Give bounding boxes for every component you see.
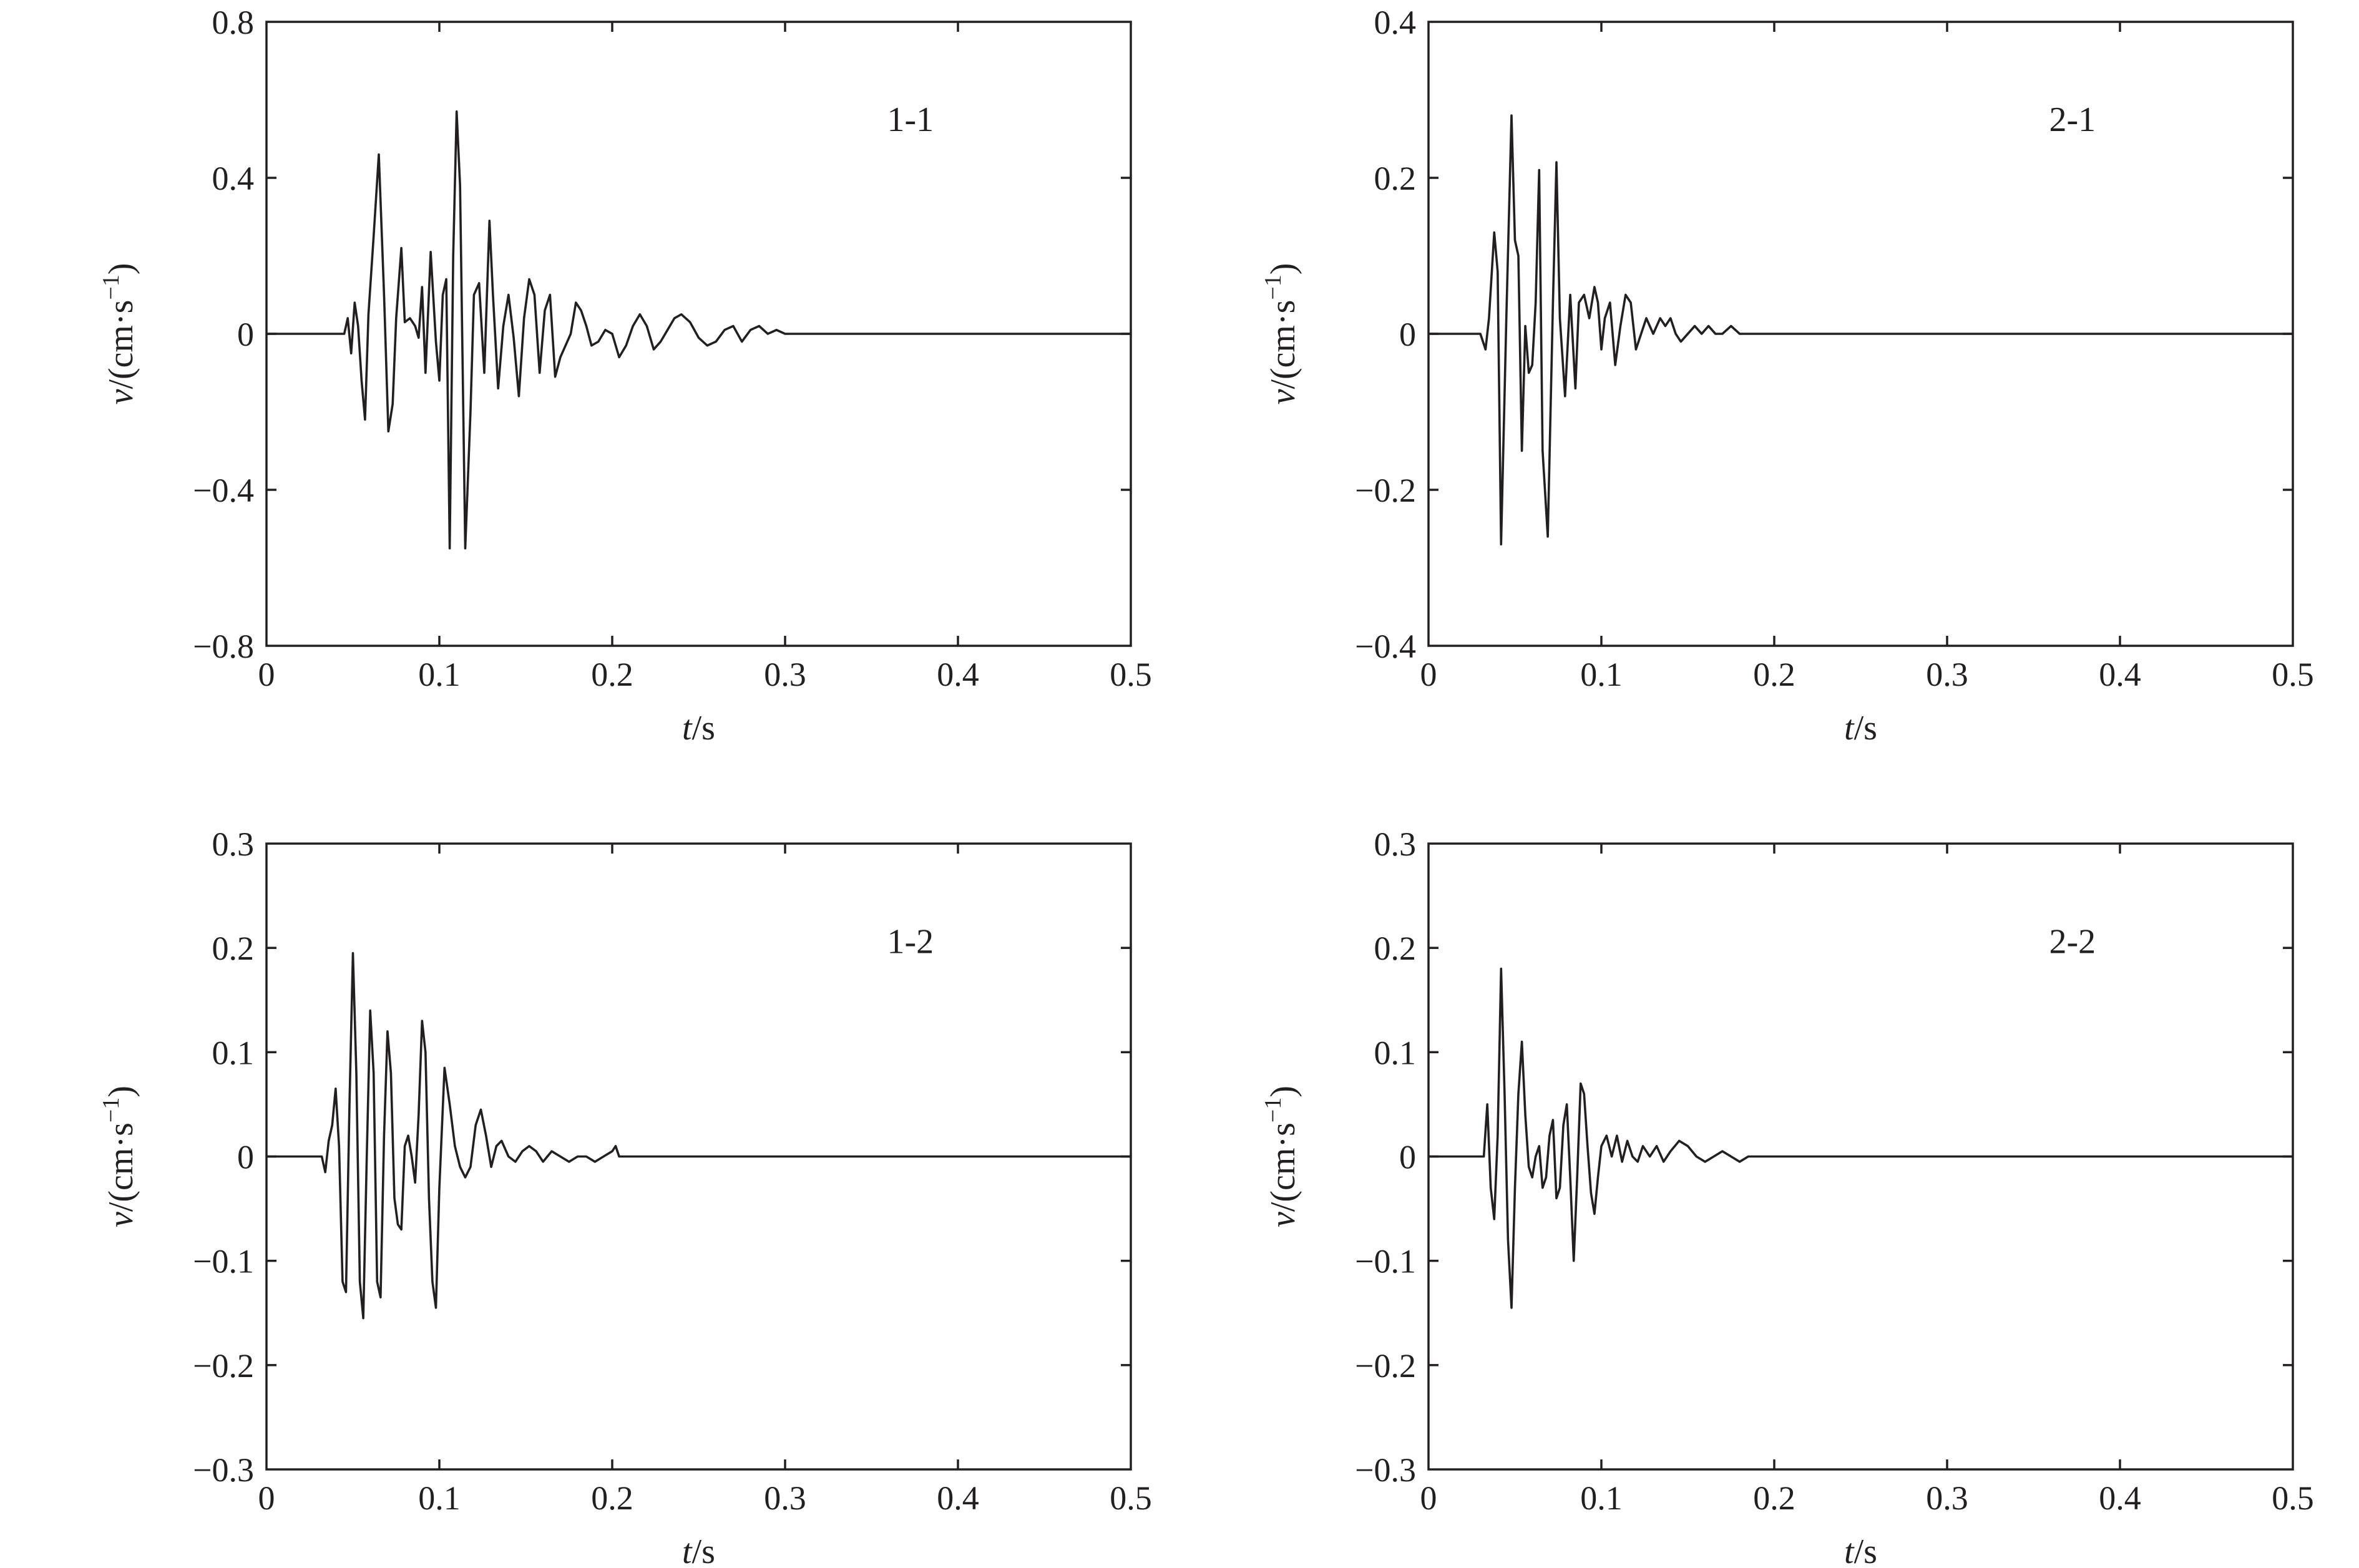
x-axis-unit: /s — [1854, 1532, 1877, 1568]
y-tick-label: −0.3 — [193, 1451, 254, 1489]
y-axis-title: v/(cm·s−1) — [98, 1086, 140, 1227]
x-tick-label: 0.3 — [1926, 656, 1968, 693]
x-tick-label: 0.3 — [1926, 1479, 1968, 1517]
y-axis-unit: /(cm·s — [102, 300, 140, 389]
y-tick-label: 0.4 — [212, 160, 255, 197]
x-axis-title: t/s — [1844, 709, 1877, 747]
y-axis-unit: /(cm·s — [1264, 1122, 1302, 1212]
y-tick-label: −0.1 — [1355, 1243, 1416, 1280]
x-tick-label: 0.4 — [937, 656, 979, 693]
velocity-trace — [266, 110, 1131, 550]
y-axis-close: ) — [1264, 263, 1302, 275]
chart-panel-2-1: 0 0.1 0.2 0.3 0.4 0.5 −0.4 −0.2 0 0.2 0.4 t/s v/(cm·… — [1260, 4, 2314, 747]
x-tick-label: 0.1 — [1580, 656, 1623, 693]
x-tick-label: 0.2 — [591, 656, 633, 693]
y-tick-label: −0.1 — [193, 1243, 254, 1280]
x-tick-label: 0.2 — [1753, 656, 1795, 693]
y-axis-title: v/(cm·s−1) — [1260, 263, 1302, 404]
x-tick-label: 0.2 — [591, 1479, 633, 1517]
x-tick-label: 0.1 — [418, 1479, 461, 1517]
x-tick-label: 0.5 — [1110, 1479, 1152, 1517]
x-axis-title: t/s — [682, 709, 715, 747]
x-axis-variable: t — [682, 1532, 693, 1568]
x-tick-label: 0 — [258, 1479, 275, 1517]
x-axis-unit: /s — [692, 709, 715, 747]
x-tick-label: 0.2 — [1753, 1479, 1795, 1517]
y-axis-variable: v — [102, 389, 140, 405]
x-tick-label: 0.3 — [764, 1479, 806, 1517]
x-tick-label: 0.4 — [937, 1479, 979, 1517]
panel-label: 2-1 — [2049, 100, 2096, 139]
x-tick-label: 0.1 — [1580, 1479, 1623, 1517]
y-tick-label: 0.2 — [1374, 930, 1417, 967]
x-tick-label: 0 — [1420, 1479, 1437, 1517]
panel-label: 1-1 — [887, 100, 934, 139]
y-tick-label: 0.8 — [212, 4, 255, 41]
y-axis-exponent: −1 — [1260, 275, 1286, 299]
x-tick-label: 0.5 — [1110, 656, 1152, 693]
velocity-trace — [1429, 967, 2293, 1309]
y-axis-close: ) — [102, 263, 140, 275]
x-tick-label: 0.1 — [418, 656, 461, 693]
x-axis-title: t/s — [1844, 1532, 1877, 1568]
y-tick-label: 0 — [237, 316, 254, 353]
y-tick-label: 0.1 — [212, 1034, 255, 1071]
y-tick-label: 0.3 — [212, 825, 255, 863]
y-tick-label: 0 — [237, 1139, 254, 1176]
panel-label: 1-2 — [887, 923, 934, 962]
y-axis-exponent: −1 — [98, 275, 124, 299]
y-tick-label: 0.4 — [1374, 4, 1417, 41]
x-tick-label: 0.3 — [764, 656, 806, 693]
velocity-trace — [266, 952, 1131, 1320]
y-tick-label: −0.3 — [1355, 1451, 1416, 1489]
x-axis-unit: /s — [1854, 709, 1877, 747]
x-tick-label: 0.5 — [2272, 1479, 2314, 1517]
chart-panel-1-2: 0 0.1 0.2 0.3 0.4 0.5−0.3−0.2−0.100.10.20.3t/… — [98, 825, 1152, 1568]
y-axis-variable: v — [1264, 389, 1302, 405]
y-axis-variable: v — [1264, 1212, 1302, 1227]
x-axis-variable: t — [1844, 709, 1855, 747]
y-tick-label: 0 — [1399, 316, 1416, 353]
y-tick-label: 0.2 — [1374, 160, 1417, 197]
x-tick-label: 0 — [1420, 656, 1437, 693]
y-axis-title: v/(cm·s−1) — [98, 263, 140, 404]
x-tick-label: 0.5 — [2272, 656, 2314, 693]
y-tick-label: −0.2 — [1355, 472, 1416, 509]
y-tick-label: 0 — [1399, 1139, 1416, 1176]
y-tick-label: 0.1 — [1374, 1034, 1417, 1071]
y-axis-variable: v — [102, 1212, 140, 1227]
chart-panel-1-1: 0 0.1 0.2 0.3 0.4 0.5 −0.8 −0.4 0 0.4 0.8 t/s v/(cm·… — [98, 4, 1152, 747]
y-axis-exponent: −1 — [1260, 1098, 1286, 1122]
y-tick-label: 0.2 — [212, 930, 255, 967]
y-tick-label: −0.4 — [193, 472, 254, 509]
y-axis-unit: /(cm·s — [102, 1122, 140, 1212]
x-tick-label: 0.4 — [2099, 656, 2141, 693]
y-tick-label: −0.8 — [193, 628, 254, 665]
velocity-trace — [1429, 114, 2293, 546]
x-axis-title: t/s — [682, 1532, 715, 1568]
y-axis-close: ) — [1264, 1086, 1302, 1098]
x-axis-unit: /s — [692, 1532, 715, 1568]
x-axis-variable: t — [682, 709, 693, 747]
y-axis-exponent: −1 — [98, 1098, 124, 1122]
x-tick-label: 0 — [258, 656, 275, 693]
chart-panel-2-2: 0 0.1 0.2 0.3 0.4 0.5−0.3−0.2−0.100.10.20.3t/… — [1260, 825, 2314, 1568]
y-axis-title: v/(cm·s−1) — [1260, 1086, 1302, 1227]
x-axis-variable: t — [1844, 1532, 1855, 1568]
y-tick-label: −0.4 — [1355, 628, 1416, 665]
y-tick-label: −0.2 — [1355, 1347, 1416, 1385]
y-axis-unit: /(cm·s — [1264, 300, 1302, 389]
y-axis-close: ) — [102, 1086, 140, 1098]
panel-label: 2-2 — [2049, 923, 2096, 962]
y-tick-label: −0.2 — [193, 1347, 254, 1385]
x-tick-label: 0.4 — [2099, 1479, 2141, 1517]
y-tick-label: 0.3 — [1374, 825, 1417, 863]
